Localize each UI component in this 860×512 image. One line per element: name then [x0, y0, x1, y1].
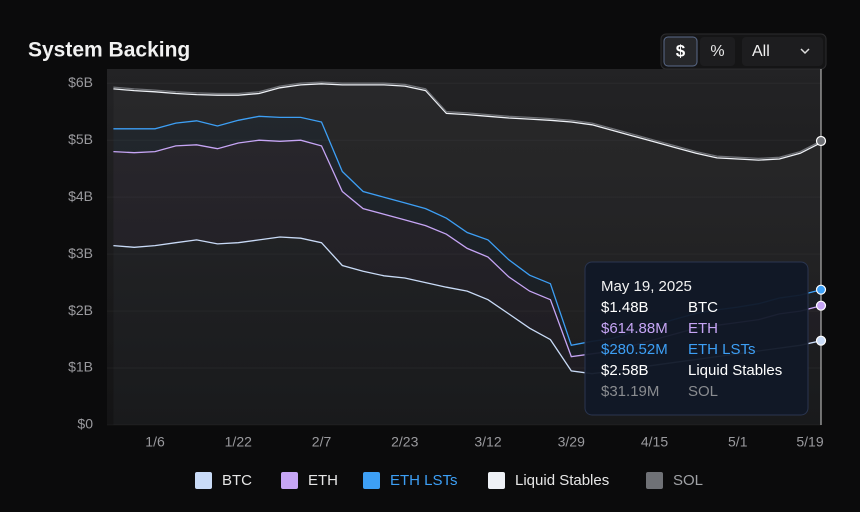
legend-label[interactable]: Liquid Stables	[515, 472, 609, 489]
tooltip-value: $1.48B	[601, 299, 649, 316]
hover-dot	[815, 300, 827, 311]
tooltip-value: $2.58B	[601, 362, 649, 379]
y-tick-label: $4B	[68, 188, 93, 204]
legend-label[interactable]: ETH	[308, 472, 338, 489]
x-tick-label: 3/12	[474, 434, 501, 450]
x-tick-label: 2/7	[312, 434, 332, 450]
range-label: All	[752, 43, 770, 60]
tooltip-box	[584, 261, 809, 416]
tooltip-name: ETH LSTs	[688, 341, 756, 358]
legend-label[interactable]: SOL	[673, 472, 703, 489]
tooltip-name: Liquid Stables	[688, 362, 782, 379]
x-tick-label: 1/22	[225, 434, 252, 450]
dropdown-icon	[800, 48, 810, 55]
y-tick-label: $6B	[68, 74, 93, 90]
y-tick-label: $5B	[68, 131, 93, 147]
tooltip-name: BTC	[688, 299, 718, 316]
y-tick-label: $0	[77, 416, 93, 432]
legend-swatch[interactable]	[646, 472, 663, 489]
legend-swatch[interactable]	[195, 472, 212, 489]
currency-button[interactable]	[663, 36, 698, 67]
legend-swatch[interactable]	[488, 472, 505, 489]
legend-swatch[interactable]	[281, 472, 298, 489]
tooltip-name: SOL	[688, 383, 718, 400]
percent-button[interactable]	[700, 37, 735, 66]
percent-label: %	[710, 43, 724, 60]
legend-swatch[interactable]	[363, 472, 380, 489]
y-tick-label: $2B	[68, 302, 93, 318]
hover-dot	[815, 284, 827, 295]
chart-title: System Backing	[28, 39, 190, 62]
legend-label[interactable]: BTC	[222, 472, 252, 489]
tooltip-value: $31.19M	[601, 383, 659, 400]
area-fill	[113, 116, 821, 357]
x-tick-label: 3/29	[558, 434, 585, 450]
area-fill	[113, 140, 821, 374]
hover-dot	[815, 335, 827, 346]
range-select[interactable]	[742, 37, 823, 66]
hover-dot	[815, 135, 827, 147]
tooltip-name: ETH	[688, 320, 718, 337]
currency-label: $	[676, 41, 686, 60]
tooltip-value: $280.52M	[601, 341, 668, 358]
tooltip-value: $614.88M	[601, 320, 668, 337]
legend-label[interactable]: ETH LSTs	[390, 472, 458, 489]
series-line	[113, 83, 822, 161]
y-tick-label: $1B	[68, 359, 93, 375]
x-tick-label: 1/6	[145, 434, 165, 450]
x-tick-label: 2/23	[391, 434, 418, 450]
x-tick-label: 5/1	[728, 434, 748, 450]
series-line	[113, 81, 822, 160]
tooltip-title: May 19, 2025	[601, 278, 692, 295]
x-tick-label: 4/15	[641, 434, 668, 450]
y-tick-label: $3B	[68, 245, 93, 261]
x-tick-label: 5/19	[796, 434, 823, 450]
